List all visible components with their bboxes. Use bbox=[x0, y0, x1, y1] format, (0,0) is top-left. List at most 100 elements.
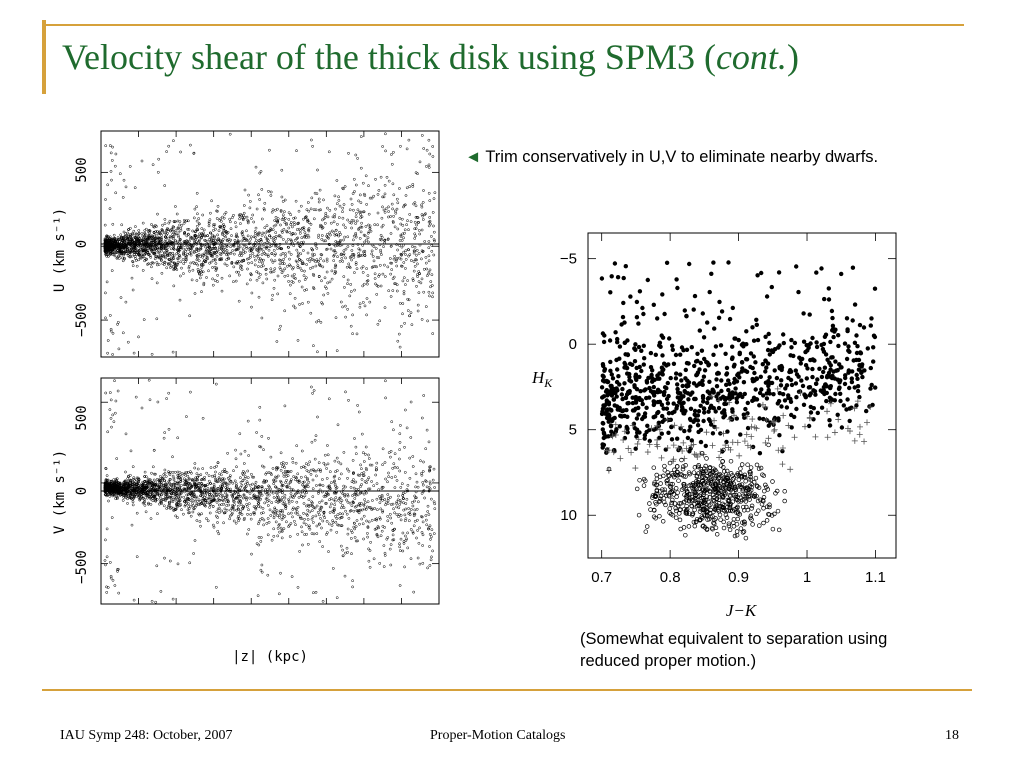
data-point bbox=[317, 461, 321, 465]
data-point bbox=[294, 478, 297, 482]
data-point bbox=[291, 460, 295, 464]
data-point bbox=[179, 228, 183, 232]
data-point bbox=[318, 540, 322, 543]
data-point bbox=[222, 225, 226, 228]
data-point bbox=[321, 218, 324, 222]
data-point bbox=[267, 436, 270, 440]
data-point bbox=[281, 262, 284, 265]
data-point bbox=[346, 245, 350, 248]
data-point bbox=[104, 563, 107, 567]
data-point bbox=[133, 255, 137, 258]
data-point bbox=[253, 258, 257, 262]
data-point bbox=[205, 255, 209, 259]
data-point bbox=[395, 289, 399, 293]
data-point bbox=[239, 476, 242, 480]
data-point bbox=[254, 480, 258, 484]
data-point bbox=[234, 248, 238, 251]
data-point bbox=[222, 246, 226, 249]
data-point bbox=[340, 506, 343, 510]
data-point bbox=[302, 228, 306, 231]
data-point bbox=[243, 216, 247, 219]
data-point bbox=[257, 265, 260, 268]
data-point bbox=[281, 269, 285, 273]
data-point bbox=[168, 559, 172, 563]
data-point bbox=[309, 207, 313, 211]
data-point bbox=[421, 249, 425, 253]
data-point bbox=[217, 258, 221, 261]
data-point bbox=[231, 481, 235, 485]
data-point bbox=[279, 468, 283, 472]
data-point bbox=[390, 476, 394, 479]
data-point bbox=[351, 459, 355, 462]
data-point bbox=[182, 495, 186, 499]
data-point bbox=[386, 497, 390, 500]
data-point bbox=[290, 500, 294, 503]
data-point bbox=[278, 262, 282, 266]
data-point bbox=[262, 518, 266, 522]
data-point bbox=[163, 218, 167, 221]
data-point bbox=[187, 233, 190, 236]
data-point bbox=[317, 197, 321, 201]
data-point bbox=[276, 247, 279, 250]
data-point bbox=[253, 255, 256, 258]
data-point bbox=[186, 219, 190, 223]
data-point bbox=[158, 239, 162, 243]
data-point bbox=[339, 238, 342, 242]
data-point bbox=[404, 517, 408, 521]
data-point bbox=[320, 234, 324, 237]
data-point bbox=[105, 239, 108, 242]
data-point bbox=[416, 556, 420, 560]
data-point bbox=[403, 471, 407, 474]
data-point bbox=[391, 221, 395, 224]
data-point bbox=[156, 512, 159, 516]
data-point bbox=[202, 231, 205, 235]
data-point bbox=[421, 533, 425, 537]
data-point bbox=[300, 517, 304, 521]
data-point bbox=[311, 254, 315, 258]
data-point bbox=[205, 240, 209, 243]
data-point bbox=[129, 449, 133, 453]
data-point bbox=[310, 258, 314, 261]
data-point bbox=[420, 257, 423, 261]
data-point bbox=[311, 248, 314, 252]
data-point bbox=[168, 258, 172, 262]
data-point bbox=[200, 290, 203, 294]
data-point bbox=[109, 398, 113, 402]
data-point bbox=[314, 590, 318, 594]
data-point bbox=[364, 225, 368, 228]
data-point bbox=[132, 351, 136, 355]
data-point bbox=[390, 268, 394, 271]
data-point bbox=[180, 266, 183, 270]
data-point bbox=[124, 250, 128, 253]
data-point bbox=[131, 503, 135, 507]
data-point bbox=[172, 220, 176, 223]
data-point bbox=[108, 561, 112, 564]
data-point bbox=[107, 252, 110, 256]
data-point bbox=[325, 248, 328, 251]
data-point bbox=[270, 538, 274, 542]
data-point bbox=[364, 445, 368, 449]
data-point bbox=[315, 504, 319, 508]
data-point bbox=[163, 184, 167, 187]
data-point bbox=[214, 585, 218, 589]
data-point bbox=[415, 223, 418, 227]
data-point bbox=[165, 249, 169, 253]
data-point bbox=[210, 254, 213, 258]
data-point bbox=[195, 472, 199, 476]
data-point bbox=[265, 241, 269, 244]
data-point bbox=[432, 224, 435, 228]
data-point bbox=[390, 153, 393, 156]
data-point bbox=[249, 517, 253, 521]
data-point bbox=[284, 240, 288, 244]
data-point bbox=[114, 399, 118, 403]
data-point bbox=[289, 253, 293, 256]
data-point bbox=[216, 516, 219, 519]
data-point bbox=[104, 391, 108, 395]
data-point bbox=[262, 207, 266, 210]
data-point bbox=[264, 267, 268, 271]
data-point bbox=[124, 185, 128, 189]
data-point bbox=[270, 258, 273, 262]
data-point bbox=[411, 183, 415, 186]
data-point bbox=[342, 223, 345, 227]
data-point bbox=[216, 273, 219, 277]
